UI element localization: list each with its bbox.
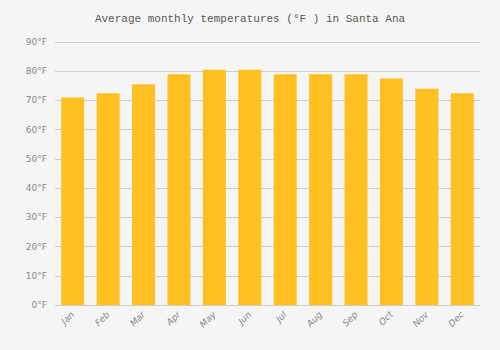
svg-text:Jun: Jun <box>235 309 254 328</box>
svg-text:40°F: 40°F <box>26 183 47 193</box>
svg-text:Jan: Jan <box>58 309 76 327</box>
svg-text:60°F: 60°F <box>26 125 47 135</box>
svg-text:Average monthly temperatures (: Average monthly temperatures (°F ) in Sa… <box>95 13 406 25</box>
svg-text:20°F: 20°F <box>26 242 47 252</box>
svg-text:Jul: Jul <box>273 309 290 326</box>
svg-text:10°F: 10°F <box>26 271 47 281</box>
svg-text:Dec: Dec <box>446 309 465 328</box>
svg-text:Mar: Mar <box>128 309 148 329</box>
svg-text:0°F: 0°F <box>32 300 47 310</box>
svg-text:Sep: Sep <box>341 309 360 328</box>
svg-text:70°F: 70°F <box>26 95 47 105</box>
svg-text:90°F: 90°F <box>26 37 47 47</box>
svg-text:Aug: Aug <box>304 309 324 329</box>
svg-text:Feb: Feb <box>93 309 112 328</box>
svg-text:80°F: 80°F <box>26 66 47 76</box>
svg-text:May: May <box>198 309 219 330</box>
svg-text:Nov: Nov <box>411 309 431 329</box>
svg-text:Apr: Apr <box>164 309 184 329</box>
svg-text:30°F: 30°F <box>26 212 47 222</box>
svg-text:50°F: 50°F <box>26 154 47 164</box>
svg-text:Oct: Oct <box>377 309 395 327</box>
